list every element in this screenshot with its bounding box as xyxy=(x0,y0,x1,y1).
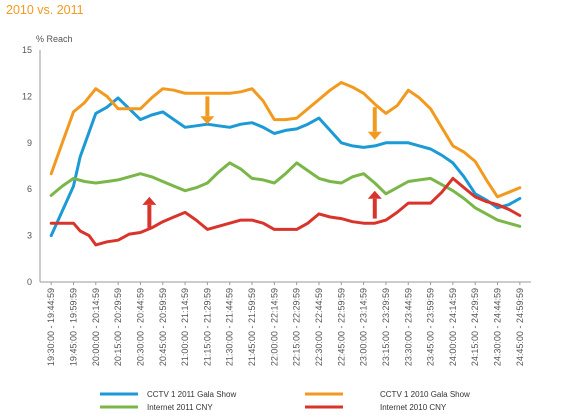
x-tick-label: 22:00:00 - 22:14:59 xyxy=(269,288,279,366)
y-tick-label: 3 xyxy=(27,231,32,241)
y-tick-label: 15 xyxy=(22,45,32,55)
series-line-4 xyxy=(49,176,522,247)
x-tick-label: 19:45:00 - 19:59:59 xyxy=(68,288,78,366)
legend-label: CCTV 1 2011 Gala Show xyxy=(147,390,236,399)
arrow-head xyxy=(200,116,215,125)
x-tick-label: 24:30:00 - 24:44:59 xyxy=(493,288,503,366)
x-tick-label: 24:15:00 - 24:29:59 xyxy=(470,288,480,366)
x-tick-label: 22:45:00 - 22:59:59 xyxy=(336,288,346,366)
y-tick-label: 12 xyxy=(22,91,32,101)
x-tick-label: 22:30:00 - 22:44:59 xyxy=(314,288,324,366)
chart-title: 2010 vs. 2011 xyxy=(6,3,84,17)
arrow-head xyxy=(367,190,382,199)
x-tick-label: 21:45:00 - 21:59:59 xyxy=(247,288,257,366)
y-tick-label: 0 xyxy=(27,277,32,287)
x-tick-label: 19:30:00 - 19:44:59 xyxy=(46,288,56,366)
y-axis-label: % Reach xyxy=(36,34,73,44)
x-tick-label: 21:00:00 - 21:14:59 xyxy=(180,288,190,366)
series-line-1 xyxy=(49,96,522,238)
x-tick-label: 20:15:00 - 20:29:59 xyxy=(113,288,123,366)
y-tick-label: 9 xyxy=(27,138,32,148)
legend-label: Internet 2010 CNY xyxy=(380,403,447,412)
arrow-up-4 xyxy=(367,190,382,219)
x-tick-label: 24:00:00 - 24:14:59 xyxy=(448,288,458,366)
y-tick-label: 6 xyxy=(27,184,32,194)
x-tick-label: 23:30:00 - 23:44:59 xyxy=(403,288,413,366)
x-tick-label: 21:15:00 - 21:29:59 xyxy=(202,288,212,366)
x-tick-label: 20:45:00 - 20:59:59 xyxy=(158,288,168,366)
series-line-2 xyxy=(49,81,522,199)
legend-item-2: CCTV 1 2010 Gala Show xyxy=(305,390,470,399)
arrow-head xyxy=(367,131,382,140)
arrow-head xyxy=(142,196,157,205)
arrow-up-3 xyxy=(142,196,157,228)
x-tick-label: 20:30:00 - 20:44:59 xyxy=(135,288,145,366)
x-tick-label: 23:45:00 - 23:59:59 xyxy=(426,288,436,366)
legend-item-1: CCTV 1 2011 Gala Show xyxy=(100,390,236,399)
x-tick-label: 21:30:00 - 21:44:59 xyxy=(225,288,235,366)
x-tick-label: 20:00:00 - 20:14:59 xyxy=(91,288,101,366)
legend-label: Internet 2011 CNY xyxy=(147,403,213,412)
arrow-down-1 xyxy=(200,96,215,125)
x-tick-label: 22:15:00 - 22:29:59 xyxy=(292,288,302,366)
series-line-3 xyxy=(49,161,522,228)
x-tick-label: 23:00:00 - 23:14:59 xyxy=(359,288,369,366)
arrow-down-2 xyxy=(367,107,382,140)
legend-item-3: Internet 2011 CNY xyxy=(100,403,213,412)
legend-label: CCTV 1 2010 Gala Show xyxy=(380,390,470,399)
x-tick-label: 23:15:00 - 23:29:59 xyxy=(381,288,391,366)
legend-item-4: Internet 2010 CNY xyxy=(305,403,447,412)
x-tick-label: 24:45:00 - 24:59:59 xyxy=(515,288,525,366)
